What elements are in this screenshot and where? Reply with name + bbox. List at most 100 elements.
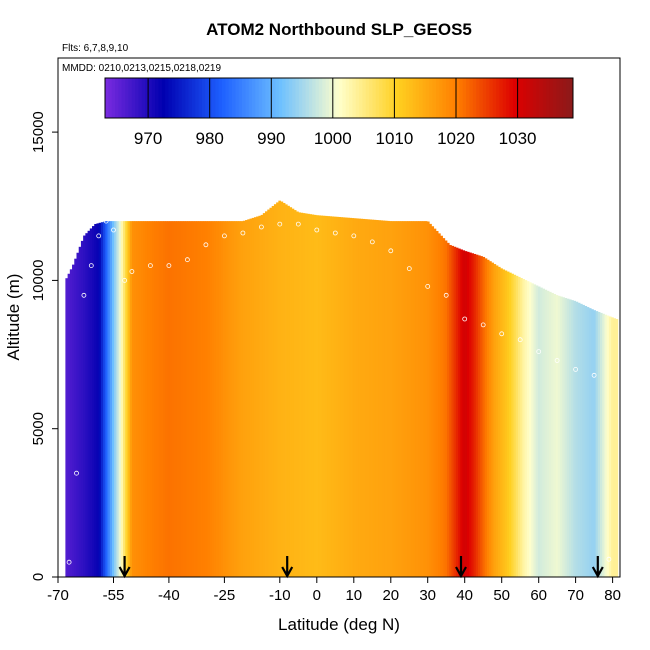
heatmap-column [362, 218, 366, 577]
heatmap-column [526, 281, 530, 577]
colorbar-segment [191, 78, 196, 118]
heatmap-column [116, 221, 120, 578]
heatmap-column [313, 214, 317, 577]
x-tick-label: 50 [493, 587, 510, 604]
heatmap-column [178, 221, 182, 578]
heatmap-column [89, 228, 93, 577]
heatmap-column [311, 214, 315, 577]
colorbar-segment [332, 78, 337, 118]
heatmap-column [258, 215, 262, 577]
heatmap-column [604, 314, 608, 577]
heatmap-column [420, 221, 423, 578]
flight-track-points [66, 218, 612, 565]
colorbar-segment [245, 78, 250, 118]
heatmap-column [387, 220, 390, 577]
colorbar-segment [272, 78, 276, 118]
heatmap-column [342, 217, 346, 577]
heatmap-column [407, 221, 410, 578]
colorbar-segment [552, 78, 557, 118]
heatmap-column [78, 246, 82, 577]
track-point [499, 331, 505, 337]
heatmap-column [333, 216, 337, 577]
heatmap-column [562, 297, 565, 577]
heatmap-column [105, 221, 108, 578]
heatmap-column [127, 221, 131, 578]
heatmap-column [160, 221, 164, 578]
x-tick-label: 70 [567, 587, 584, 604]
heatmap-column [249, 218, 253, 577]
track-point [111, 227, 116, 233]
heatmap-column [267, 209, 270, 578]
heatmap-column [595, 311, 599, 577]
track-point [184, 257, 190, 263]
heatmap-column [291, 208, 295, 577]
heatmap-column [111, 221, 115, 578]
colorbar-segment [315, 78, 320, 118]
heatmap-column [134, 221, 137, 578]
heatmap-column [431, 226, 435, 577]
heatmap-column [471, 253, 474, 577]
heatmap-column [125, 221, 128, 578]
colorbar-segment [539, 78, 544, 118]
heatmap-column [227, 221, 230, 578]
heatmap-column [107, 221, 111, 578]
colorbar-frame [104, 77, 574, 119]
heatmap-column [409, 221, 412, 578]
colorbar-segment [215, 78, 220, 118]
heatmap-column [566, 298, 570, 577]
heatmap-column [582, 304, 585, 577]
x-axis: -70 -55 -40 -25 -10 0 10 20 30 40 50 60 70 80 [47, 577, 621, 604]
heatmap-column [331, 216, 335, 577]
heatmap-column [154, 221, 157, 578]
heatmap-column [367, 219, 370, 577]
heatmap-column [502, 269, 506, 577]
heatmap-column [222, 221, 226, 578]
colorbar-segment [472, 78, 477, 118]
heatmap-column [549, 291, 552, 577]
colorbar-segment [509, 78, 514, 118]
heatmap-column [171, 221, 175, 578]
colorbar-segment [425, 78, 430, 118]
track-point [369, 239, 375, 245]
heatmap-column [557, 295, 561, 577]
heatmap-column [480, 256, 483, 577]
colorbar-segment [412, 78, 417, 118]
heatmap-column [615, 318, 619, 577]
colorbar-segment [165, 78, 169, 118]
heatmap-column [80, 240, 84, 577]
x-tick-label: 20 [382, 587, 399, 604]
heatmap-column [391, 221, 395, 578]
heatmap-column [591, 309, 594, 577]
heatmap-column [216, 221, 219, 578]
heatmap-column [555, 295, 559, 577]
heatmap-column [65, 278, 69, 577]
track-point [591, 372, 597, 378]
colorbar-segment [369, 78, 373, 118]
colorbar-segment [419, 78, 423, 118]
pressure-heatmap [65, 200, 619, 578]
colorbar-segment [379, 78, 383, 118]
heatmap-column [504, 270, 508, 577]
colorbar-segment [232, 78, 236, 118]
heatmap-column [500, 268, 503, 577]
heatmap-column [94, 223, 97, 578]
heatmap-column [202, 221, 206, 578]
colorbar-segment [292, 78, 296, 118]
colorbar-segment [382, 78, 387, 118]
heatmap-column [349, 217, 352, 577]
heatmap-column [553, 294, 557, 577]
colorbar-segment [489, 78, 494, 118]
heatmap-column [96, 223, 100, 577]
colorbar-segment [339, 78, 343, 118]
heatmap-column [187, 221, 191, 578]
colorbar-segment [242, 78, 246, 118]
heatmap-column [191, 221, 195, 578]
colorbar-segment [145, 78, 149, 118]
heatmap-column [114, 221, 117, 578]
track-point [74, 470, 79, 476]
heatmap-column [522, 279, 526, 577]
colorbar-segment [195, 78, 199, 118]
colorbar-segment [399, 78, 403, 118]
track-point [606, 556, 612, 562]
heatmap-column [282, 202, 286, 577]
